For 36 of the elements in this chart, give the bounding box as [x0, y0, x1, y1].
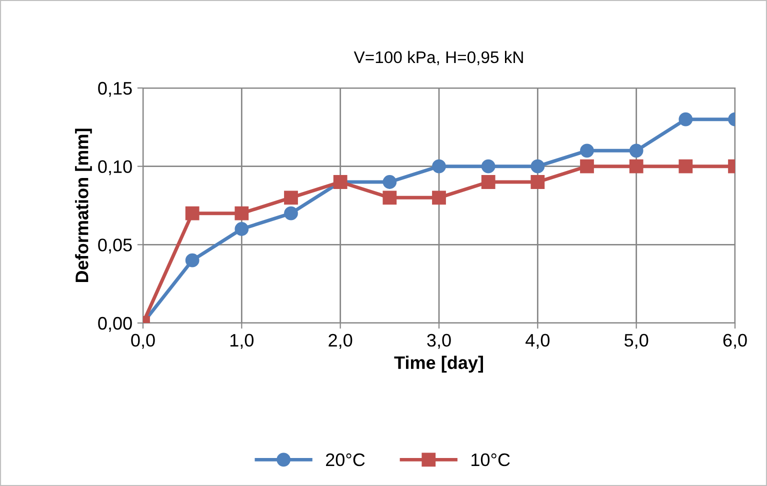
- chart-title: V=100 kPa, H=0,95 kN: [354, 50, 523, 66]
- point: [432, 190, 446, 205]
- y-tick-label: 0,05: [98, 238, 132, 254]
- x-tick-label: 3,0: [427, 334, 451, 349]
- point: [284, 206, 298, 220]
- x-tick-label: 5,0: [624, 334, 648, 349]
- point: [678, 112, 693, 126]
- point: [530, 175, 545, 189]
- x-tick-label: 4,0: [526, 334, 550, 349]
- point: [382, 175, 397, 189]
- point: [678, 159, 693, 174]
- point: [284, 190, 298, 205]
- legend-label: 10°C: [472, 453, 510, 466]
- x-tick-label: 6,0: [723, 334, 747, 349]
- point: [481, 175, 496, 189]
- point: [481, 159, 496, 174]
- x-tick-label: 1,0: [230, 334, 254, 349]
- y-axis-title: Deformation [mm]: [75, 128, 92, 282]
- point: [580, 159, 594, 174]
- legend-label: 20°C: [326, 453, 365, 466]
- y-tick-label: 0,10: [98, 160, 132, 176]
- point: [234, 222, 249, 236]
- point: [382, 190, 397, 205]
- point: [580, 144, 594, 158]
- x-axis-title: Time [day]: [394, 356, 483, 373]
- point: [629, 144, 644, 158]
- point: [530, 159, 545, 174]
- point: [432, 159, 446, 174]
- y-tick-label: 0,00: [98, 316, 132, 332]
- point: [629, 159, 644, 174]
- point: [234, 206, 249, 220]
- x-tick-label: 2,0: [328, 334, 352, 349]
- point: [185, 253, 200, 268]
- point: [185, 206, 200, 220]
- y-tick-label: 0,15: [98, 82, 132, 97]
- x-tick-label: 0,0: [131, 334, 155, 349]
